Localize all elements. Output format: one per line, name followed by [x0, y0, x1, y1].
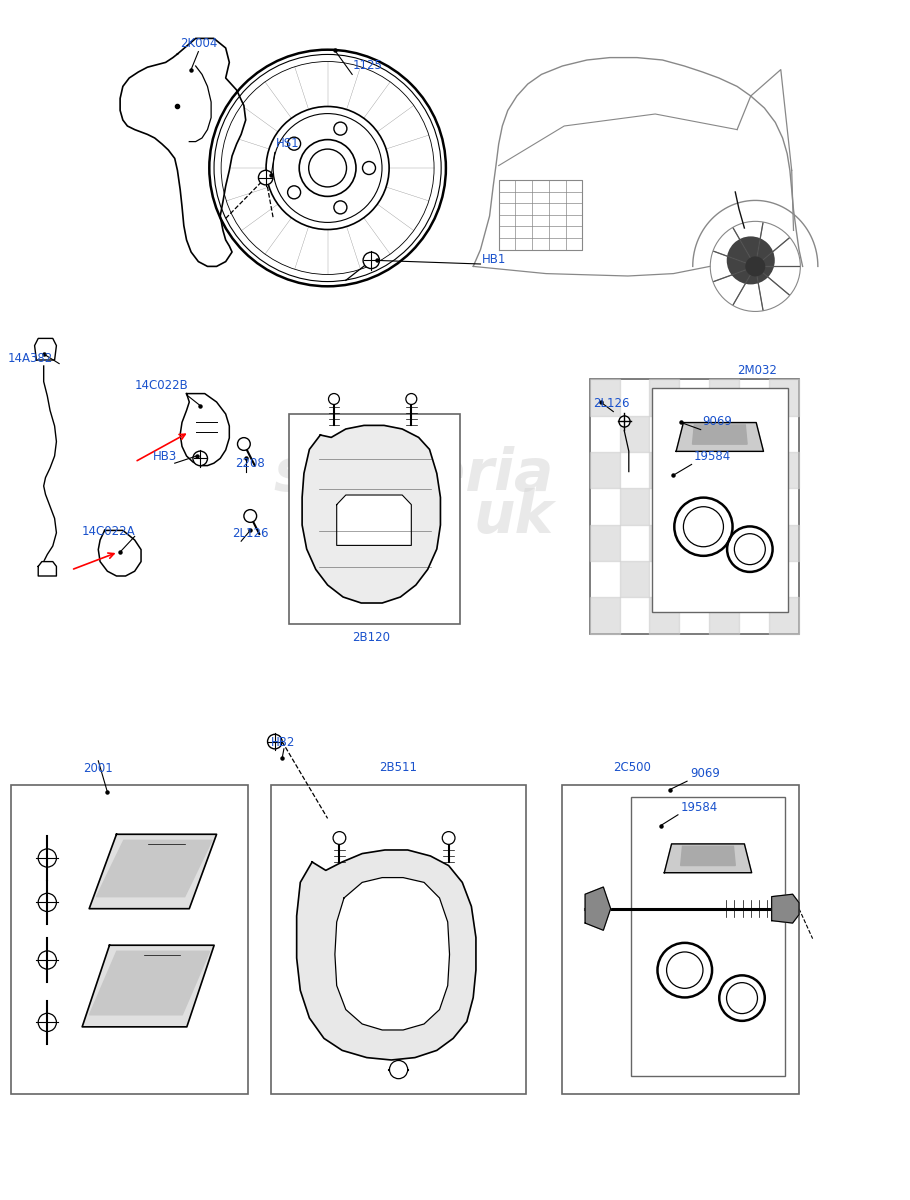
Text: 2208: 2208 [235, 457, 265, 470]
Bar [739, 415, 769, 452]
Bar [650, 379, 680, 415]
Polygon shape [120, 38, 246, 266]
Polygon shape [664, 844, 752, 872]
Bar [769, 452, 799, 488]
Bar [590, 452, 620, 488]
Bar [289, 414, 460, 624]
Text: 9069: 9069 [690, 767, 720, 780]
Text: 2M032: 2M032 [737, 364, 777, 377]
Text: 19584: 19584 [693, 450, 731, 463]
Bar [739, 560, 769, 598]
Ellipse shape [268, 734, 282, 749]
Text: 1125: 1125 [353, 59, 383, 72]
Bar [652, 388, 788, 612]
Polygon shape [772, 894, 799, 923]
Bar [680, 560, 709, 598]
Text: 2C500: 2C500 [613, 761, 652, 774]
Text: HB3: HB3 [153, 450, 177, 463]
Text: scuderia: scuderia [273, 445, 553, 503]
Bar [769, 524, 799, 560]
Polygon shape [35, 338, 56, 360]
Bar [680, 415, 709, 452]
Text: 2B511: 2B511 [379, 761, 418, 774]
Bar [620, 560, 650, 598]
Ellipse shape [333, 832, 346, 845]
Ellipse shape [329, 394, 339, 404]
Text: 9069: 9069 [703, 415, 733, 428]
Bar [709, 598, 739, 634]
Text: 14A382: 14A382 [7, 352, 53, 365]
Bar [709, 452, 739, 488]
Ellipse shape [727, 236, 774, 284]
Bar [620, 415, 650, 452]
Bar [650, 452, 680, 488]
Ellipse shape [244, 510, 257, 522]
Text: 19584: 19584 [681, 800, 718, 814]
Polygon shape [82, 946, 214, 1027]
Ellipse shape [363, 252, 379, 269]
Polygon shape [89, 834, 217, 908]
Bar [650, 524, 680, 560]
Ellipse shape [38, 1013, 56, 1032]
Bar [11, 785, 248, 1094]
Text: 2B120: 2B120 [352, 631, 390, 644]
Ellipse shape [238, 438, 250, 450]
Ellipse shape [308, 149, 347, 187]
Bar [739, 488, 769, 524]
Bar [590, 598, 620, 634]
Polygon shape [38, 562, 56, 576]
Polygon shape [335, 877, 450, 1030]
Bar [709, 524, 739, 560]
Polygon shape [302, 426, 440, 602]
Ellipse shape [442, 832, 455, 845]
Polygon shape [337, 494, 411, 545]
Bar [590, 379, 799, 634]
Ellipse shape [258, 170, 273, 185]
Ellipse shape [193, 451, 207, 466]
Polygon shape [96, 840, 212, 896]
Text: 2L126: 2L126 [593, 397, 630, 410]
Polygon shape [297, 850, 476, 1060]
Ellipse shape [38, 893, 56, 912]
Text: 14C022B: 14C022B [135, 379, 188, 392]
Bar [271, 785, 526, 1094]
Bar [680, 488, 709, 524]
Ellipse shape [745, 257, 765, 276]
Text: 2L126: 2L126 [232, 527, 268, 540]
Bar [620, 488, 650, 524]
Text: uk: uk [473, 487, 553, 545]
Polygon shape [693, 425, 747, 444]
Bar [631, 797, 785, 1076]
Polygon shape [180, 394, 229, 466]
Text: HS1: HS1 [276, 137, 299, 150]
Bar [590, 379, 620, 415]
Bar [650, 598, 680, 634]
Text: 2K004: 2K004 [179, 37, 217, 50]
Text: 14C022A: 14C022A [82, 524, 136, 538]
Bar [709, 379, 739, 415]
Bar [769, 379, 799, 415]
Polygon shape [681, 846, 735, 865]
Ellipse shape [406, 394, 417, 404]
Bar [562, 785, 799, 1094]
Text: 2001: 2001 [84, 762, 113, 775]
Polygon shape [585, 887, 611, 930]
Text: HB1: HB1 [482, 253, 507, 266]
Ellipse shape [38, 950, 56, 970]
Text: HB2: HB2 [271, 736, 296, 749]
Polygon shape [98, 530, 141, 576]
Ellipse shape [38, 848, 56, 868]
Polygon shape [89, 952, 209, 1015]
Ellipse shape [389, 1061, 408, 1079]
Polygon shape [676, 422, 763, 451]
Bar [590, 524, 620, 560]
Bar [769, 598, 799, 634]
